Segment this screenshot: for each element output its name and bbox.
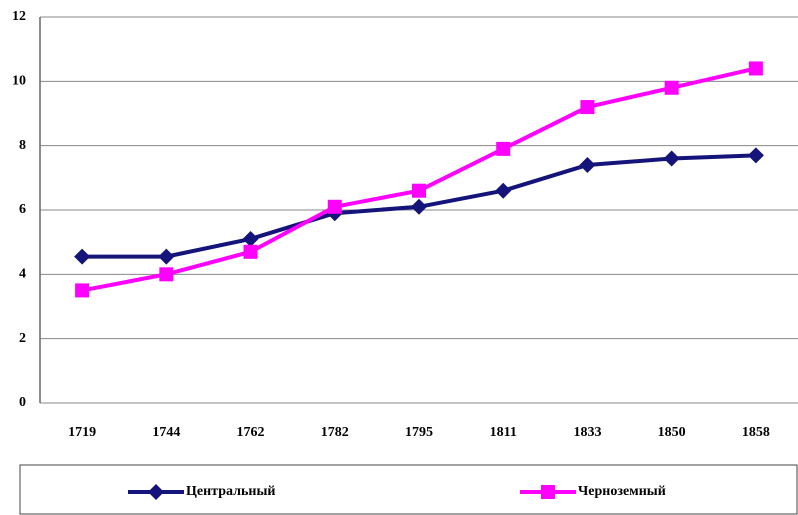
data-point: [158, 248, 175, 265]
x-tick-label: 1744: [152, 425, 180, 440]
y-tick-label: 12: [12, 9, 26, 24]
x-tick-label: 1762: [237, 425, 265, 440]
data-point: [663, 150, 680, 167]
data-point: [496, 141, 511, 156]
y-tick-label: 6: [19, 202, 26, 217]
data-point: [159, 267, 174, 282]
legend-marker: [541, 485, 555, 499]
x-tick-label: 1719: [68, 425, 96, 440]
legend-marker: [148, 484, 164, 500]
y-tick-label: 4: [19, 267, 26, 282]
y-tick-label: 8: [19, 138, 26, 153]
y-tick-label: 0: [19, 395, 26, 410]
x-tick-label: 1858: [742, 425, 770, 440]
series-line: [81, 66, 757, 293]
data-point: [243, 244, 258, 259]
data-point: [579, 156, 596, 173]
legend-label: Черноземный: [578, 484, 666, 499]
x-tick-label: 1795: [405, 425, 433, 440]
data-point: [580, 100, 595, 115]
data-point: [412, 183, 426, 198]
x-tick-label: 1850: [658, 425, 686, 440]
x-tick-label: 1811: [490, 425, 517, 440]
y-tick-label: 10: [12, 74, 26, 89]
data-point: [74, 248, 91, 265]
y-tick-label: 2: [19, 331, 26, 346]
data-point: [242, 230, 259, 247]
data-point: [747, 147, 764, 164]
data-point: [411, 198, 427, 215]
data-point: [664, 80, 679, 95]
legend-label: Центральный: [186, 484, 275, 499]
x-tick-label: 1782: [321, 425, 349, 440]
data-point: [327, 199, 342, 214]
legend-box: [19, 464, 798, 515]
data-point: [748, 61, 763, 76]
data-point: [75, 283, 90, 298]
data-point: [495, 182, 512, 199]
x-tick-label: 1833: [573, 425, 601, 440]
